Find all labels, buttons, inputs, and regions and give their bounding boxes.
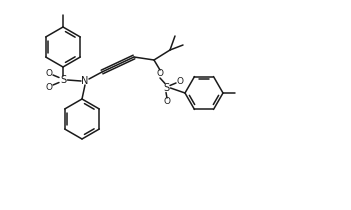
- Text: N: N: [81, 76, 89, 86]
- Text: O: O: [46, 83, 53, 92]
- Text: O: O: [177, 76, 184, 85]
- Text: O: O: [46, 68, 53, 77]
- Text: S: S: [60, 75, 66, 85]
- Text: O: O: [164, 97, 171, 106]
- Text: S: S: [163, 83, 169, 93]
- Text: O: O: [157, 70, 164, 79]
